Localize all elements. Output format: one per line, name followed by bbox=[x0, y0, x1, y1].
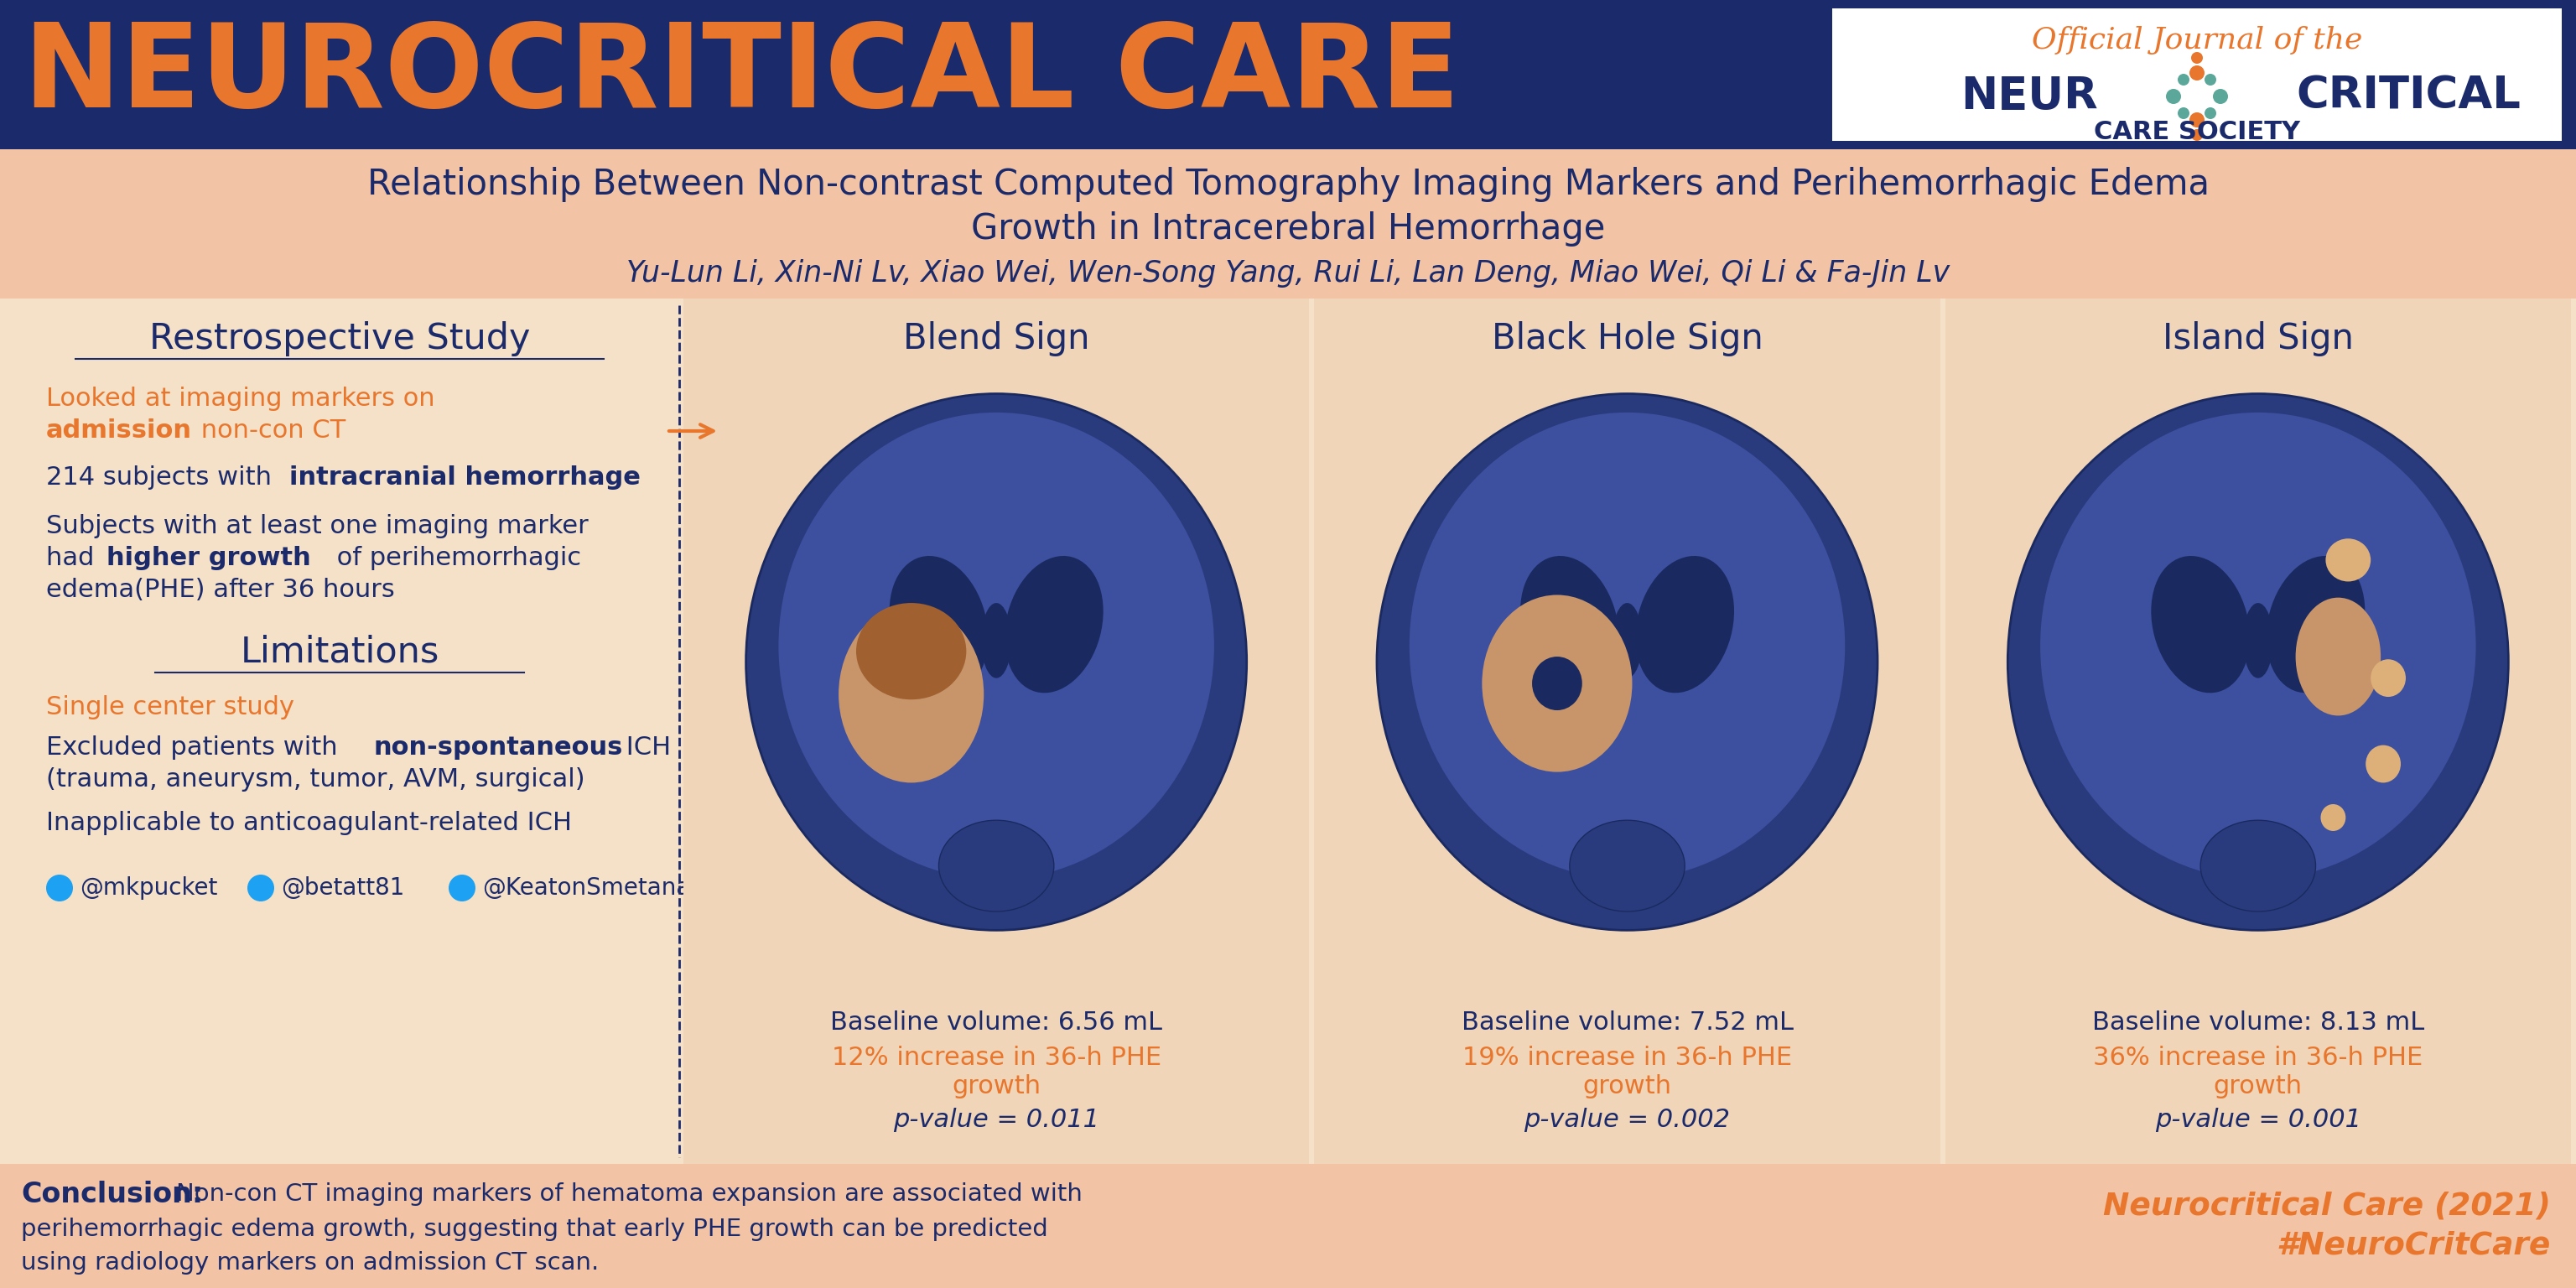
Circle shape bbox=[46, 875, 72, 902]
Text: Excluded patients with: Excluded patients with bbox=[46, 735, 345, 760]
Text: 12% increase in 36-h PHE: 12% increase in 36-h PHE bbox=[832, 1046, 1162, 1070]
Text: Growth in Intracerebral Hemorrhage: Growth in Intracerebral Hemorrhage bbox=[971, 211, 1605, 246]
Bar bbox=[1832, 9, 2561, 140]
Text: Limitations: Limitations bbox=[240, 635, 438, 670]
Ellipse shape bbox=[2365, 746, 2401, 783]
Text: edema(PHE) after 36 hours: edema(PHE) after 36 hours bbox=[46, 577, 394, 601]
Text: had: had bbox=[46, 546, 103, 569]
Text: Single center study: Single center study bbox=[46, 694, 294, 719]
Text: using radiology markers on admission CT scan.: using radiology markers on admission CT … bbox=[21, 1251, 600, 1275]
Circle shape bbox=[2177, 73, 2190, 85]
Text: higher growth: higher growth bbox=[106, 546, 312, 569]
Bar bbox=[1314, 299, 1940, 1164]
Circle shape bbox=[2205, 73, 2215, 85]
Circle shape bbox=[2166, 89, 2182, 104]
Text: @mkpucket: @mkpucket bbox=[80, 876, 216, 900]
Text: NEUR: NEUR bbox=[1960, 75, 2097, 118]
Text: p-value = 0.001: p-value = 0.001 bbox=[2156, 1108, 2362, 1132]
Text: Official Journal of the: Official Journal of the bbox=[2032, 26, 2362, 54]
Ellipse shape bbox=[2295, 598, 2380, 716]
Text: Restrospective Study: Restrospective Study bbox=[149, 321, 531, 357]
Text: perihemorrhagic edema growth, suggesting that early PHE growth can be predicted: perihemorrhagic edema growth, suggesting… bbox=[21, 1217, 1048, 1242]
Text: @KeatonSmetana: @KeatonSmetana bbox=[482, 876, 690, 900]
Circle shape bbox=[2192, 52, 2202, 63]
Text: Non-con CT imaging markers of hematoma expansion are associated with: Non-con CT imaging markers of hematoma e… bbox=[175, 1182, 1082, 1206]
Text: 36% increase in 36-h PHE: 36% increase in 36-h PHE bbox=[2094, 1046, 2424, 1070]
Ellipse shape bbox=[2326, 538, 2370, 581]
Ellipse shape bbox=[2321, 804, 2347, 831]
Text: Inapplicable to anticoagulant-related ICH: Inapplicable to anticoagulant-related IC… bbox=[46, 810, 572, 835]
Text: CRITICAL: CRITICAL bbox=[2295, 75, 2519, 118]
Bar bbox=[0, 149, 2576, 299]
Text: CARE SOCIETY: CARE SOCIETY bbox=[2094, 120, 2300, 144]
Text: (trauma, aneurysm, tumor, AVM, surgical): (trauma, aneurysm, tumor, AVM, surgical) bbox=[46, 766, 585, 791]
Ellipse shape bbox=[2040, 412, 2476, 880]
Circle shape bbox=[2177, 107, 2190, 118]
Ellipse shape bbox=[747, 394, 1247, 930]
Ellipse shape bbox=[981, 603, 1012, 677]
Text: growth: growth bbox=[1582, 1074, 1672, 1099]
Text: ICH: ICH bbox=[618, 735, 670, 760]
Circle shape bbox=[448, 875, 477, 902]
Text: Relationship Between Non-contrast Computed Tomography Imaging Markers and Perihe: Relationship Between Non-contrast Comput… bbox=[366, 167, 2210, 202]
Ellipse shape bbox=[2200, 820, 2316, 912]
Text: of perihemorrhagic: of perihemorrhagic bbox=[330, 546, 582, 569]
Ellipse shape bbox=[1409, 412, 1844, 880]
Text: admission: admission bbox=[46, 419, 193, 443]
Text: @betatt81: @betatt81 bbox=[281, 876, 404, 900]
Bar bbox=[0, 1164, 2576, 1288]
Ellipse shape bbox=[938, 820, 1054, 912]
Text: p-value = 0.011: p-value = 0.011 bbox=[894, 1108, 1100, 1132]
Text: 19% increase in 36-h PHE: 19% increase in 36-h PHE bbox=[1463, 1046, 1793, 1070]
Ellipse shape bbox=[1005, 556, 1103, 693]
Ellipse shape bbox=[840, 605, 984, 783]
Ellipse shape bbox=[1636, 556, 1734, 693]
Circle shape bbox=[2192, 129, 2202, 140]
Ellipse shape bbox=[2007, 394, 2509, 930]
Ellipse shape bbox=[1376, 394, 1878, 930]
Circle shape bbox=[247, 875, 273, 902]
Text: Conclusion:: Conclusion: bbox=[21, 1180, 204, 1208]
Text: non-spontaneous: non-spontaneous bbox=[374, 735, 623, 760]
Bar bbox=[0, 0, 2576, 149]
Text: Baseline volume: 7.52 mL: Baseline volume: 7.52 mL bbox=[1461, 1011, 1793, 1036]
Text: Island Sign: Island Sign bbox=[2161, 321, 2354, 357]
Ellipse shape bbox=[1481, 595, 1633, 772]
Ellipse shape bbox=[2267, 556, 2365, 693]
Ellipse shape bbox=[1569, 820, 1685, 912]
Circle shape bbox=[2190, 112, 2205, 128]
Ellipse shape bbox=[778, 412, 1213, 880]
Circle shape bbox=[2190, 66, 2205, 80]
Text: growth: growth bbox=[953, 1074, 1041, 1099]
Circle shape bbox=[2213, 89, 2228, 104]
Text: growth: growth bbox=[2213, 1074, 2303, 1099]
Text: Yu-Lun Li, Xin-Ni Lv, Xiao Wei, Wen-Song Yang, Rui Li, Lan Deng, Miao Wei, Qi Li: Yu-Lun Li, Xin-Ni Lv, Xiao Wei, Wen-Song… bbox=[626, 259, 1950, 287]
Text: intracranial hemorrhage: intracranial hemorrhage bbox=[289, 465, 641, 489]
Text: Neurocritical Care (2021): Neurocritical Care (2021) bbox=[2102, 1191, 2550, 1222]
Text: #NeuroCritCare: #NeuroCritCare bbox=[2277, 1231, 2550, 1261]
Ellipse shape bbox=[1533, 657, 1582, 710]
Text: NEUROCRITICAL CARE: NEUROCRITICAL CARE bbox=[23, 18, 1461, 131]
Text: Black Hole Sign: Black Hole Sign bbox=[1492, 321, 1762, 357]
Ellipse shape bbox=[1520, 556, 1618, 693]
Ellipse shape bbox=[2370, 659, 2406, 697]
Bar bbox=[683, 299, 1309, 1164]
Text: Baseline volume: 6.56 mL: Baseline volume: 6.56 mL bbox=[829, 1011, 1162, 1036]
Ellipse shape bbox=[2244, 603, 2272, 677]
Bar bbox=[1945, 299, 2571, 1164]
Text: non-con CT: non-con CT bbox=[193, 419, 345, 443]
Ellipse shape bbox=[889, 556, 989, 693]
Text: Baseline volume: 8.13 mL: Baseline volume: 8.13 mL bbox=[2092, 1011, 2424, 1036]
Text: p-value = 0.002: p-value = 0.002 bbox=[1525, 1108, 1731, 1132]
Circle shape bbox=[2205, 107, 2215, 118]
Text: Looked at imaging markers on: Looked at imaging markers on bbox=[46, 386, 435, 411]
Ellipse shape bbox=[855, 603, 966, 699]
Ellipse shape bbox=[2151, 556, 2249, 693]
Text: Blend Sign: Blend Sign bbox=[904, 321, 1090, 357]
Text: Subjects with at least one imaging marker: Subjects with at least one imaging marke… bbox=[46, 514, 587, 538]
Ellipse shape bbox=[1613, 603, 1643, 677]
Text: 214 subjects with: 214 subjects with bbox=[46, 465, 281, 489]
